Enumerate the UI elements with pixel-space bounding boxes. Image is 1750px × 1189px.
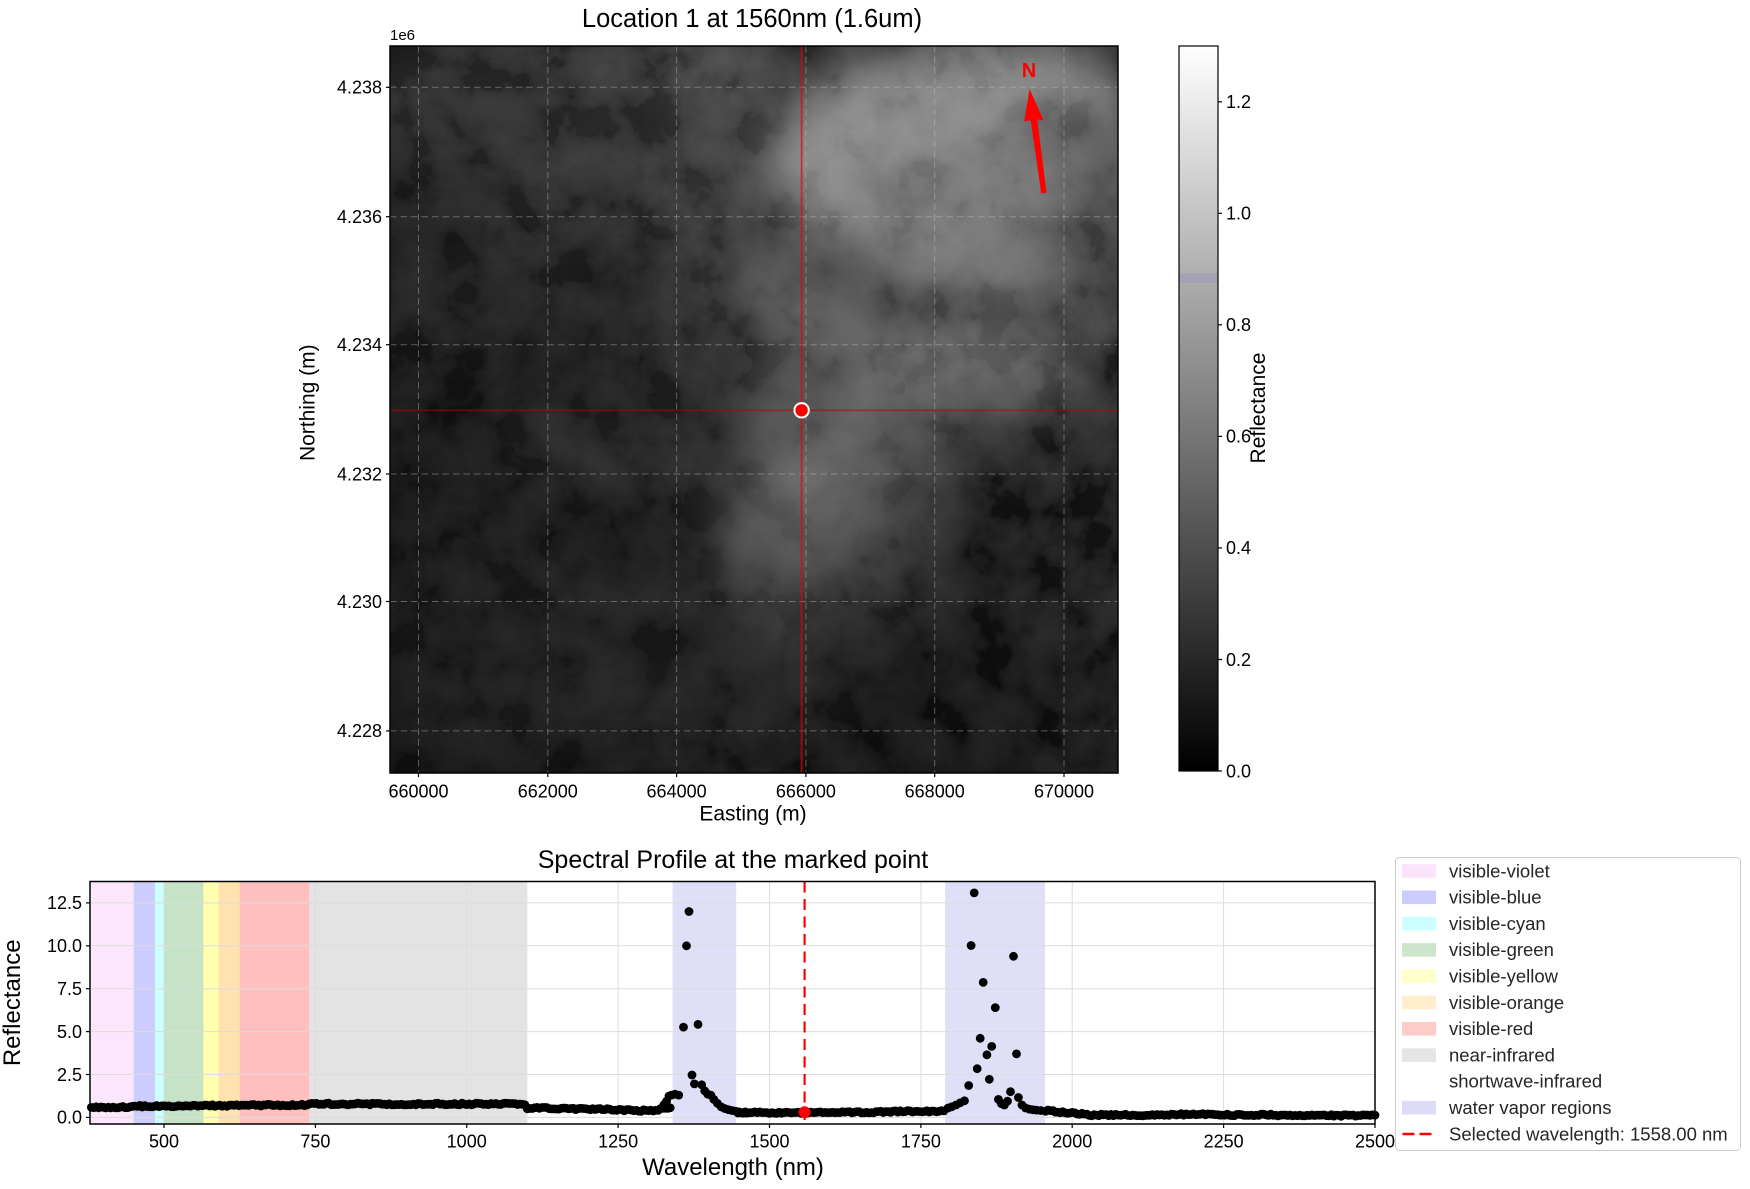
svg-text:664000: 664000	[647, 782, 707, 802]
svg-text:750: 750	[300, 1132, 330, 1152]
svg-text:2000: 2000	[1052, 1132, 1092, 1152]
svg-text:0.8: 0.8	[1226, 315, 1251, 335]
svg-text:1.2: 1.2	[1226, 92, 1251, 112]
svg-text:666000: 666000	[776, 782, 836, 802]
svg-text:1000: 1000	[447, 1132, 487, 1152]
svg-text:visible-yellow: visible-yellow	[1449, 966, 1559, 987]
svg-text:Reflectance: Reflectance	[0, 939, 26, 1066]
svg-text:4.228: 4.228	[337, 721, 382, 741]
svg-text:660000: 660000	[388, 782, 448, 802]
svg-text:2250: 2250	[1204, 1132, 1244, 1152]
svg-text:Easting (m): Easting (m)	[699, 803, 806, 826]
svg-text:0.0: 0.0	[57, 1108, 82, 1128]
svg-text:1250: 1250	[598, 1132, 638, 1152]
svg-text:visible-green: visible-green	[1449, 939, 1554, 960]
svg-text:Spectral Profile at the marked: Spectral Profile at the marked point	[538, 846, 929, 874]
svg-text:2.5: 2.5	[57, 1065, 82, 1085]
svg-text:visible-violet: visible-violet	[1449, 860, 1550, 881]
svg-text:4.230: 4.230	[337, 592, 382, 612]
svg-text:1.0: 1.0	[1226, 204, 1251, 224]
svg-text:4.238: 4.238	[337, 78, 382, 98]
svg-text:1750: 1750	[901, 1132, 941, 1152]
svg-text:4.234: 4.234	[337, 335, 382, 355]
svg-text:4.232: 4.232	[337, 464, 382, 484]
svg-text:10.0: 10.0	[47, 936, 82, 956]
svg-text:500: 500	[149, 1132, 179, 1152]
svg-text:Wavelength (nm): Wavelength (nm)	[642, 1154, 824, 1181]
svg-text:662000: 662000	[518, 782, 578, 802]
svg-text:670000: 670000	[1034, 782, 1094, 802]
svg-text:visible-red: visible-red	[1449, 1018, 1533, 1039]
svg-text:2500: 2500	[1355, 1132, 1395, 1152]
svg-text:visible-orange: visible-orange	[1449, 992, 1564, 1013]
svg-text:visible-blue: visible-blue	[1449, 887, 1542, 908]
svg-text:Northing (m): Northing (m)	[297, 344, 320, 461]
svg-text:4.236: 4.236	[337, 207, 382, 227]
svg-text:water vapor regions: water vapor regions	[1448, 1097, 1611, 1118]
svg-text:visible-cyan: visible-cyan	[1449, 913, 1546, 934]
svg-text:0.0: 0.0	[1226, 761, 1251, 781]
svg-text:Reflectance: Reflectance	[1247, 353, 1270, 464]
svg-text:1500: 1500	[749, 1132, 789, 1152]
svg-text:Selected wavelength: 1558.00 n: Selected wavelength: 1558.00 nm	[1449, 1123, 1728, 1144]
svg-text:near-infrared: near-infrared	[1449, 1044, 1555, 1065]
svg-text:Location 1 at 1560nm (1.6um): Location 1 at 1560nm (1.6um)	[582, 5, 922, 33]
svg-text:668000: 668000	[905, 782, 965, 802]
svg-text:shortwave-infrared: shortwave-infrared	[1449, 1071, 1602, 1092]
svg-text:0.6: 0.6	[1226, 427, 1251, 447]
svg-text:5.0: 5.0	[57, 1022, 82, 1042]
svg-text:1e6: 1e6	[390, 27, 415, 44]
svg-text:7.5: 7.5	[57, 979, 82, 999]
svg-text:0.2: 0.2	[1226, 650, 1251, 670]
svg-text:0.4: 0.4	[1226, 538, 1251, 558]
svg-text:12.5: 12.5	[47, 893, 82, 913]
svg-text:N: N	[1022, 60, 1036, 82]
